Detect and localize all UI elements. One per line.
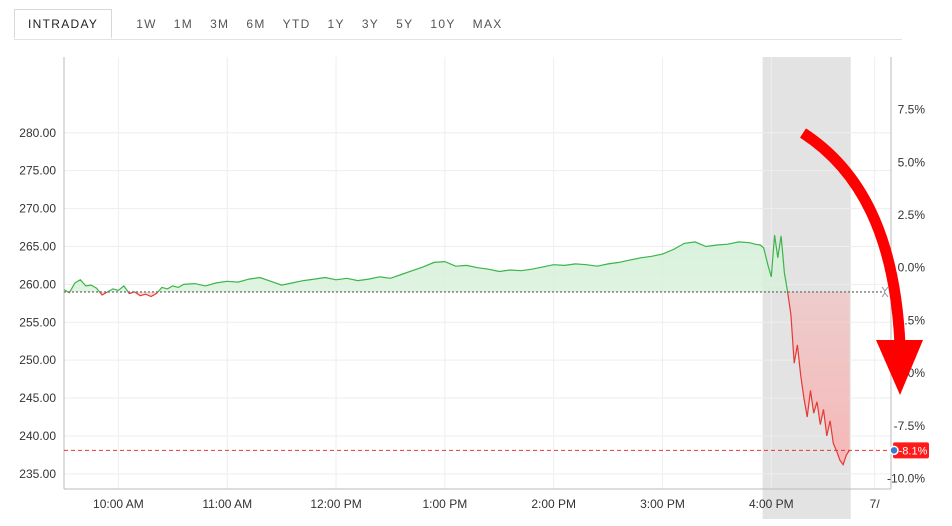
current-value-badge [893, 442, 929, 459]
previous-close-marker-icon [881, 286, 889, 298]
y-tick-label-left: 280.00 [19, 126, 56, 140]
tab-6m[interactable]: 6M [246, 17, 266, 31]
x-tick-label: 3:00 PM [640, 497, 685, 511]
x-tick-label: 12:00 PM [310, 497, 361, 511]
x-tick-label: 4:00 PM [749, 497, 794, 511]
tab-3m[interactable]: 3M [210, 17, 230, 31]
range-tabbar: INTRADAY 1W 1M 3M 6M YTD 1Y 3Y 5Y 10Y MA… [14, 8, 503, 40]
y-tick-label-left: 245.00 [19, 391, 56, 405]
area-fill-up [64, 235, 850, 292]
y-tick-label-left: 275.00 [19, 164, 56, 178]
tab-1y[interactable]: 1Y [327, 17, 345, 31]
current-value-label: -8.1% [899, 445, 928, 457]
tab-intraday[interactable]: INTRADAY [14, 9, 113, 39]
y-tick-label-right: -7.5% [894, 419, 926, 433]
x-tick-label: 1:00 PM [423, 497, 468, 511]
y-tick-label-left: 235.00 [19, 467, 56, 481]
y-tick-label-right: 5.0% [898, 155, 926, 169]
tabbar-divider [14, 39, 902, 40]
y-tick-label-left: 240.00 [19, 429, 56, 443]
y-tick-label-left: 265.00 [19, 239, 56, 253]
tab-ytd[interactable]: YTD [282, 17, 311, 31]
annotation-arrow-head-icon [876, 340, 923, 395]
x-tick-label: 10:00 AM [93, 497, 144, 511]
y-tick-label-left: 270.00 [19, 202, 56, 216]
y-tick-label-right: 7.5% [898, 103, 926, 117]
tab-10y[interactable]: 10Y [430, 17, 456, 31]
tab-max[interactable]: MAX [472, 17, 503, 31]
x-tick-label: 11:00 AM [202, 497, 252, 511]
y-tick-label-right: -10.0% [887, 471, 925, 485]
tab-1m[interactable]: 1M [173, 17, 194, 31]
y-tick-label-left: 260.00 [19, 277, 56, 291]
x-tick-label: 2:00 PM [531, 497, 576, 511]
tab-1w[interactable]: 1W [136, 17, 157, 31]
annotation-arrow-shaft [800, 128, 906, 346]
tab-5y[interactable]: 5Y [396, 17, 414, 31]
price-line-up [64, 235, 789, 292]
y-tick-label-left: 255.00 [19, 315, 56, 329]
y-tick-label-right: 2.5% [898, 208, 926, 222]
y-tick-label-left: 250.00 [19, 353, 56, 367]
current-value-dot [889, 445, 899, 456]
x-tick-label: 7/ [870, 497, 881, 511]
tab-3y[interactable]: 3Y [361, 17, 380, 31]
y-tick-label-right: 0.0% [898, 261, 926, 275]
